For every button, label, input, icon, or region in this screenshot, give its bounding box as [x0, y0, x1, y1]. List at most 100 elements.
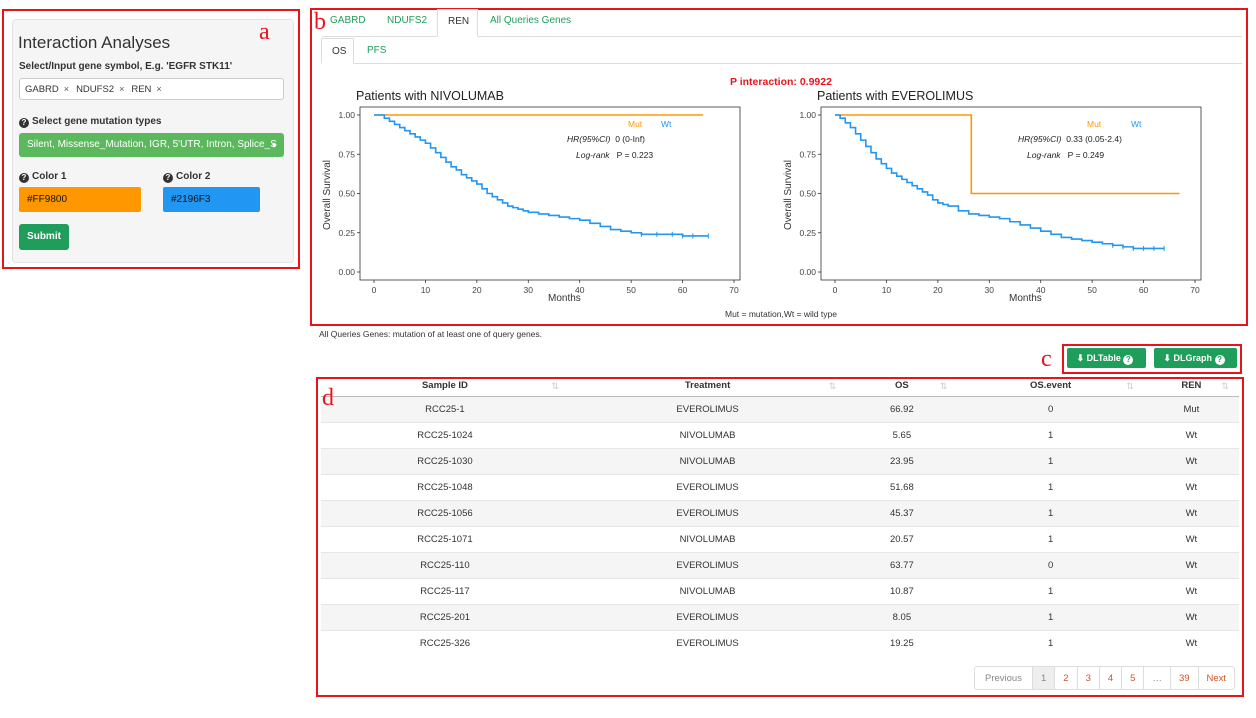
chart2-logrank: Log-rank P = 0.249: [1027, 150, 1104, 160]
sort-icon: ⇅: [1221, 381, 1229, 391]
mutation-type-select[interactable]: Silent, Missense_Mutation, IGR, 5'UTR, I…: [19, 133, 284, 157]
table-cell: 5.65: [846, 421, 958, 448]
table-cell: 8.05: [846, 603, 958, 630]
chart2-hr-value: 0.33 (0.05-2.4): [1066, 134, 1122, 144]
table-row: RCC25-117 NIVOLUMAB 10.87 1 Wt: [321, 577, 1239, 604]
column-header-treatment[interactable]: Treatment ⇅: [568, 376, 847, 397]
pagination-page[interactable]: 5: [1121, 667, 1143, 689]
gene-chip-label: GABRD: [25, 83, 59, 95]
table-cell: Wt: [1143, 473, 1239, 500]
table-cell: 1: [957, 473, 1144, 500]
table-cell: NIVOLUMAB: [568, 447, 847, 474]
table-cell: RCC25-1071: [321, 525, 569, 552]
chart2-legend-wt: Wt: [1131, 119, 1142, 129]
help-icon: ?: [1123, 355, 1134, 365]
column-header-os[interactable]: OS ⇅: [846, 376, 958, 397]
form-title: Interaction Analyses: [18, 33, 171, 52]
color2-label: ? Color 2: [163, 171, 210, 183]
y-tick-label: 0.50: [799, 189, 816, 199]
color1-label-text: Color 1: [32, 171, 67, 182]
x-tick-label: 30: [985, 285, 995, 295]
plot-frame: [359, 106, 741, 281]
panel-letter-a: a: [259, 19, 270, 45]
table-row: RCC25-1024 NIVOLUMAB 5.65 1 Wt: [321, 421, 1239, 448]
chart2-hr: HR(95%CI) 0.33 (0.05-2.4): [1018, 134, 1122, 144]
y-tick-label: 0.75: [799, 149, 816, 159]
x-tick-label: 20: [472, 285, 482, 295]
table-row: RCC25-1056 EVEROLIMUS 45.37 1 Wt: [321, 499, 1239, 526]
tab-os[interactable]: OS: [321, 38, 354, 64]
pagination-page[interactable]: 39: [1169, 667, 1198, 689]
pagination-page[interactable]: 1: [1031, 667, 1055, 689]
table-cell: 63.77: [846, 551, 958, 578]
y-tick-label: 0.50: [338, 189, 355, 199]
table-row: RCC25-1048 EVEROLIMUS 51.68 1 Wt: [321, 473, 1239, 500]
panel-letter-b: b: [314, 9, 326, 35]
panel-letter-d: d: [322, 385, 334, 411]
chart1-hr: HR(95%CI) 0 (0-Inf): [567, 134, 645, 144]
chip-remove-icon[interactable]: ×: [119, 84, 125, 94]
table-cell: RCC25-1: [321, 395, 569, 422]
gene-input[interactable]: GABRD × NDUFS2 × REN ×: [19, 78, 284, 100]
x-tick-label: 10: [882, 285, 892, 295]
chevron-down-icon: ▾: [271, 141, 276, 150]
chip-remove-icon[interactable]: ×: [63, 84, 70, 94]
table-cell: Wt: [1143, 577, 1239, 604]
color1-input[interactable]: #FF9800: [19, 187, 141, 212]
chart2-hr-label: HR(95%CI): [1018, 134, 1062, 144]
submit-button[interactable]: Submit: [19, 224, 69, 250]
chart1-hr-label: HR(95%CI): [567, 134, 611, 144]
color2-input[interactable]: #2196F3: [163, 187, 260, 212]
table-cell: 1: [957, 421, 1144, 448]
table-row: RCC25-1071 NIVOLUMAB 20.57 1 Wt: [321, 525, 1239, 552]
table-cell: 1: [957, 577, 1144, 604]
tab-pfs[interactable]: PFS: [367, 45, 387, 56]
download-table-button[interactable]: ⬇ DLTable ?: [1067, 348, 1146, 368]
table-cell: RCC25-117: [321, 577, 569, 604]
gene-input-label: Select/Input gene symbol, E.g. 'EGFR STK…: [19, 61, 233, 72]
table-cell: NIVOLUMAB: [568, 525, 847, 552]
table-cell: 66.92: [846, 395, 958, 422]
color1-label: ? Color 1: [19, 171, 66, 183]
table-cell: Wt: [1143, 603, 1239, 630]
x-tick-label: 30: [524, 285, 534, 295]
tab-all-queries-genes[interactable]: All Queries Genes: [490, 15, 572, 26]
table-cell: NIVOLUMAB: [568, 421, 847, 448]
tab-ren[interactable]: REN: [437, 9, 478, 37]
gene-chip-label: NDUFS2: [76, 83, 115, 95]
chart2-title: Patients with EVEROLIMUS: [817, 89, 974, 103]
y-tick-label: 0.25: [338, 228, 355, 238]
table-body: RCC25-1 EVEROLIMUS 66.92 0 Mut RCC25-1024 NIVO…: [321, 395, 1239, 656]
chart1-hr-value: 0 (0-Inf): [615, 134, 645, 144]
pagination: Previous 1 2 3 4 5 … 39 Next: [974, 666, 1236, 690]
column-header-label: Treatment: [684, 380, 731, 392]
chart1-xlabel: Months: [548, 293, 581, 304]
pagination-page[interactable]: 4: [1098, 667, 1121, 689]
table-cell: 51.68: [846, 473, 958, 500]
table-cell: EVEROLIMUS: [568, 499, 847, 526]
series-line-mut: [835, 114, 1180, 195]
mutation-type-label: ? Select gene mutation types: [19, 116, 161, 128]
x-tick-label: 10: [421, 285, 431, 295]
gene-chip: GABRD ×: [25, 84, 69, 95]
column-header-os-event[interactable]: OS.event ⇅: [957, 376, 1144, 397]
table-cell: NIVOLUMAB: [568, 577, 847, 604]
chip-remove-icon[interactable]: ×: [156, 84, 162, 94]
y-tick-label: 0.75: [338, 149, 355, 159]
pagination-previous[interactable]: Previous: [985, 673, 1022, 684]
column-header-ren[interactable]: REN ⇅: [1143, 376, 1239, 397]
download-graph-button[interactable]: ⬇ DLGraph ?: [1154, 348, 1237, 368]
tab-ndufs2[interactable]: NDUFS2: [387, 15, 428, 26]
column-header-sample-id[interactable]: Sample ID ⇅: [321, 376, 569, 397]
table-row: RCC25-1 EVEROLIMUS 66.92 0 Mut: [321, 395, 1239, 422]
sort-icon: ⇅: [551, 381, 559, 391]
pagination-page[interactable]: 3: [1076, 667, 1099, 689]
table-cell: Wt: [1143, 499, 1239, 526]
tab-gabrd[interactable]: GABRD: [330, 15, 366, 26]
chart1-logrank-label: Log-rank: [576, 150, 610, 160]
pagination-next[interactable]: Next: [1197, 667, 1235, 689]
chart1-plot: 0.00 0.25 0.50 0.75 1.00 0 10 20 30 40 50 60 70: [338, 106, 741, 295]
table-cell: Wt: [1143, 629, 1239, 656]
x-tick-label: 20: [933, 285, 943, 295]
pagination-page[interactable]: 2: [1054, 667, 1076, 689]
